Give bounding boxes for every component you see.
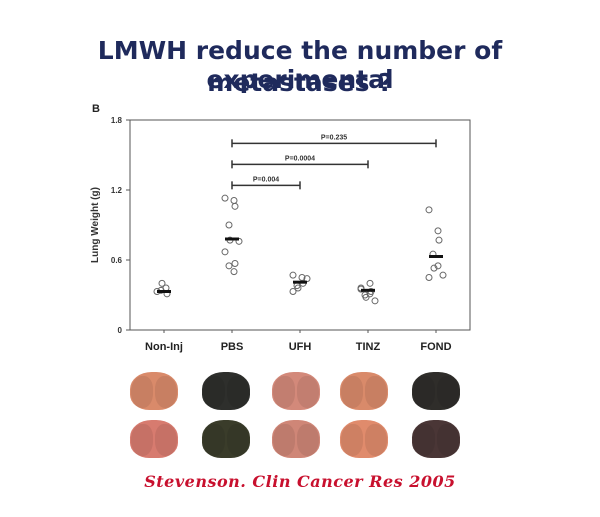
data-point bbox=[439, 271, 447, 279]
data-point bbox=[225, 221, 233, 229]
data-point bbox=[231, 260, 239, 267]
y-tick-label: 0.6 bbox=[111, 256, 123, 265]
lung-photos bbox=[130, 372, 470, 462]
data-point bbox=[221, 248, 229, 256]
x-tick-label: TINZ bbox=[356, 341, 381, 353]
data-point bbox=[158, 279, 166, 287]
data-point bbox=[435, 236, 443, 244]
y-tick-label: 1.8 bbox=[111, 116, 123, 125]
p-value-label: P=0.235 bbox=[321, 134, 347, 141]
p-value-label: P=0.004 bbox=[253, 176, 279, 183]
panel-label: B bbox=[92, 103, 100, 115]
data-point bbox=[425, 206, 433, 214]
data-point bbox=[289, 288, 297, 295]
lung-photo bbox=[412, 372, 460, 410]
slide-title-line2: metastases ? bbox=[207, 68, 393, 97]
lung-photo bbox=[130, 372, 178, 410]
data-point bbox=[371, 297, 379, 305]
data-point bbox=[425, 274, 433, 281]
x-tick-label: FOND bbox=[420, 341, 451, 353]
citation: Stevenson. Clin Cancer Res 2005 bbox=[144, 472, 456, 491]
data-point bbox=[434, 262, 442, 270]
lung-photo bbox=[202, 372, 250, 410]
plot-frame bbox=[129, 119, 471, 331]
y-axis-label: Lung Weight (g) bbox=[90, 187, 101, 263]
data-point bbox=[289, 271, 297, 279]
p-value-label: P=0.0004 bbox=[285, 155, 315, 162]
data-point bbox=[225, 262, 233, 270]
lung-photo bbox=[412, 420, 460, 458]
data-point bbox=[430, 264, 438, 272]
lung-photo bbox=[340, 420, 388, 458]
data-point bbox=[434, 227, 442, 235]
lung-photo bbox=[130, 420, 178, 458]
chart-area: B 0 0.6 1.2 1.8 Lung Weight (g) Non-Inj PBS UFH T… bbox=[80, 100, 480, 370]
data-point bbox=[362, 293, 370, 301]
lung-photo bbox=[340, 372, 388, 410]
data-point bbox=[231, 202, 239, 210]
lung-photo bbox=[272, 420, 320, 458]
x-tick-label: UFH bbox=[289, 341, 312, 353]
data-point bbox=[230, 268, 238, 276]
y-tick-label: 0 bbox=[118, 326, 123, 335]
slide-title-line1: LMWH reduce the number of experimental bbox=[97, 36, 503, 94]
data-point bbox=[221, 194, 229, 202]
data-point bbox=[230, 197, 238, 204]
x-tick-label: Non-Inj bbox=[145, 341, 183, 353]
data-point bbox=[366, 279, 374, 287]
data-point bbox=[294, 284, 302, 292]
y-tick-label: 1.2 bbox=[111, 186, 123, 195]
scatter-chart: B 0 0.6 1.2 1.8 Lung Weight (g) Non-Inj PBS UFH T… bbox=[90, 103, 471, 353]
lung-photo bbox=[272, 372, 320, 410]
x-tick-label: PBS bbox=[221, 341, 244, 353]
lung-photo bbox=[202, 420, 250, 458]
